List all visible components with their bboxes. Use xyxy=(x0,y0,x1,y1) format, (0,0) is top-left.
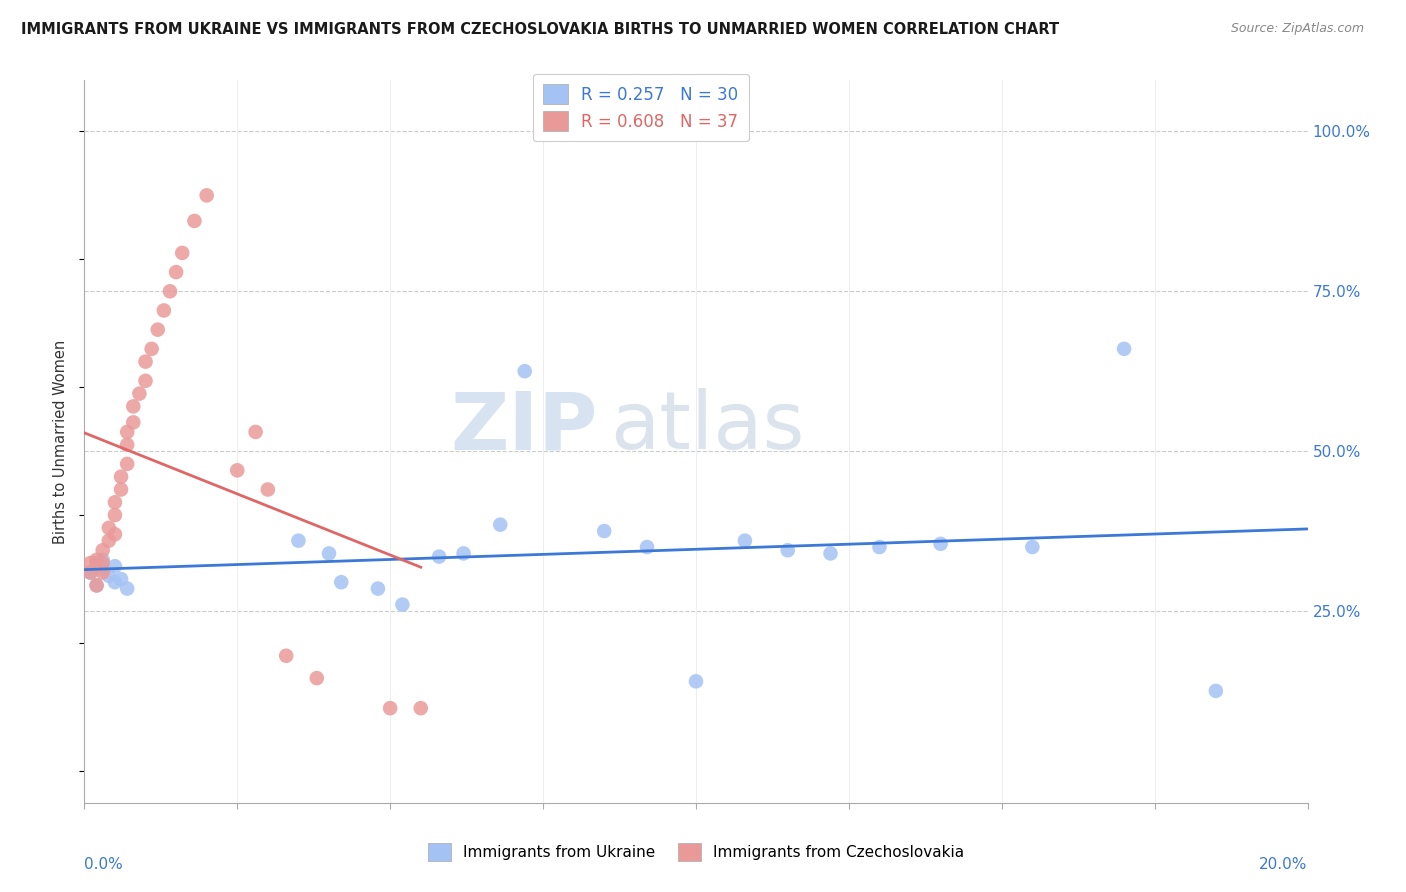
Point xyxy=(820,546,842,560)
Point xyxy=(91,566,114,580)
Text: 0.0%: 0.0% xyxy=(84,857,124,872)
Point xyxy=(91,556,114,570)
Point xyxy=(153,303,176,318)
Point xyxy=(104,575,127,590)
Point xyxy=(97,521,120,535)
Point xyxy=(636,540,658,554)
Point xyxy=(776,543,799,558)
Point xyxy=(110,469,132,483)
Point xyxy=(86,578,108,592)
Point xyxy=(734,533,756,548)
Text: atlas: atlas xyxy=(610,388,804,467)
Point xyxy=(115,425,138,439)
Point xyxy=(318,546,340,560)
Point xyxy=(110,572,132,586)
Text: IMMIGRANTS FROM UKRAINE VS IMMIGRANTS FROM CZECHOSLOVAKIA BIRTHS TO UNMARRIED WO: IMMIGRANTS FROM UKRAINE VS IMMIGRANTS FR… xyxy=(21,22,1059,37)
Point xyxy=(104,527,127,541)
Point xyxy=(104,559,127,574)
Point xyxy=(79,566,101,580)
Point xyxy=(110,483,132,497)
Point xyxy=(135,354,157,368)
Point xyxy=(367,582,389,596)
Point xyxy=(86,556,108,570)
Point xyxy=(513,364,536,378)
Point xyxy=(165,265,187,279)
Point xyxy=(115,457,138,471)
Point xyxy=(391,598,413,612)
Point xyxy=(287,533,309,548)
Point xyxy=(1114,342,1136,356)
Point xyxy=(91,562,114,576)
Point xyxy=(305,671,328,685)
Point xyxy=(115,438,138,452)
Point xyxy=(146,323,169,337)
Point xyxy=(489,517,512,532)
Point xyxy=(104,508,127,522)
Point xyxy=(869,540,891,554)
Point xyxy=(427,549,450,564)
Text: ZIP: ZIP xyxy=(451,388,598,467)
Point xyxy=(128,386,150,401)
Point xyxy=(453,546,475,560)
Point xyxy=(86,553,108,567)
Point xyxy=(115,582,138,596)
Point xyxy=(195,188,218,202)
Point xyxy=(226,463,249,477)
Point xyxy=(91,553,114,567)
Point xyxy=(97,533,120,548)
Point xyxy=(245,425,267,439)
Point xyxy=(135,374,157,388)
Point xyxy=(685,674,707,689)
Point xyxy=(91,543,114,558)
Legend: Immigrants from Ukraine, Immigrants from Czechoslovakia: Immigrants from Ukraine, Immigrants from… xyxy=(422,837,970,867)
Point xyxy=(97,569,120,583)
Point xyxy=(929,537,952,551)
Point xyxy=(1021,540,1043,554)
Point xyxy=(79,566,101,580)
Point xyxy=(276,648,298,663)
Point xyxy=(141,342,163,356)
Point xyxy=(159,285,181,299)
Point xyxy=(257,483,280,497)
Point xyxy=(183,214,205,228)
Text: Source: ZipAtlas.com: Source: ZipAtlas.com xyxy=(1230,22,1364,36)
Point xyxy=(104,495,127,509)
Point xyxy=(593,524,616,538)
Text: 20.0%: 20.0% xyxy=(1260,857,1308,872)
Point xyxy=(122,415,145,429)
Point xyxy=(330,575,353,590)
Point xyxy=(380,701,402,715)
Y-axis label: Births to Unmarried Women: Births to Unmarried Women xyxy=(53,340,69,543)
Point xyxy=(86,578,108,592)
Point xyxy=(79,556,101,570)
Point xyxy=(122,400,145,414)
Point xyxy=(409,701,432,715)
Point xyxy=(172,246,194,260)
Point xyxy=(1205,684,1227,698)
